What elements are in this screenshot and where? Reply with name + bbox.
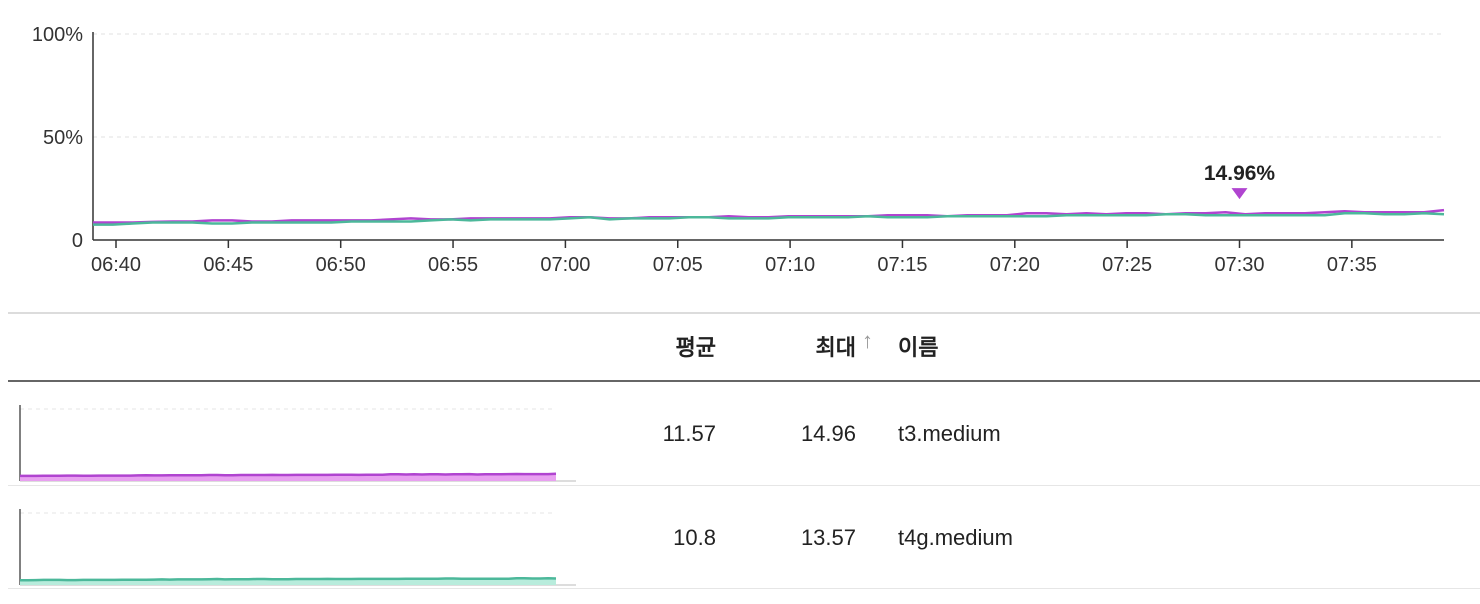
x-tick-label: 06:45 bbox=[203, 254, 253, 276]
y-tick-label: 0 bbox=[72, 230, 83, 252]
annotation-label: 14.96% bbox=[1204, 162, 1276, 185]
series-line-t4g-medium bbox=[93, 211, 1445, 226]
table-row-avg: 10.8 bbox=[673, 525, 716, 550]
table-row-name[interactable]: t3.medium bbox=[898, 421, 1001, 446]
x-tick-label: 07:20 bbox=[990, 254, 1040, 276]
annotation-marker bbox=[1231, 188, 1248, 200]
sort-ascending-icon[interactable]: ↑ bbox=[862, 328, 873, 353]
table-header-divider bbox=[8, 380, 1480, 382]
header-maximum[interactable]: 최대 bbox=[815, 335, 856, 360]
sparkline-line bbox=[20, 577, 557, 582]
table-row-name[interactable]: t4g.medium bbox=[898, 525, 1013, 550]
header-name[interactable]: 이름 bbox=[898, 335, 939, 360]
table-row-max: 13.57 bbox=[800, 525, 856, 550]
table-row-avg: 11.57 bbox=[662, 421, 716, 446]
x-tick-label: 07:30 bbox=[1214, 254, 1264, 276]
y-tick-label: 100% bbox=[32, 24, 83, 46]
table-row-max: 14.96 bbox=[800, 421, 856, 446]
x-tick-label: 07:05 bbox=[653, 254, 703, 276]
main-line-chart: 0 50% 100% 06:40 06:45 06:50 06:55 07:00 07:05 07… bbox=[32, 24, 1445, 276]
x-tick-label: 07:00 bbox=[540, 254, 590, 276]
x-tick-label: 07:25 bbox=[1102, 254, 1152, 276]
sparkline-t4g-medium bbox=[19, 509, 576, 586]
x-tick-label: 07:10 bbox=[765, 254, 815, 276]
header-average[interactable]: 평균 bbox=[675, 335, 716, 360]
sparkline-t3-medium bbox=[19, 405, 576, 482]
table-bottom-divider bbox=[8, 588, 1480, 589]
sparkline-line bbox=[20, 472, 557, 478]
table-row-divider bbox=[8, 485, 1480, 486]
x-tick-label: 06:50 bbox=[316, 254, 366, 276]
chart-table-divider bbox=[8, 312, 1480, 314]
y-tick-label: 50% bbox=[43, 127, 83, 149]
x-tick-label: 06:55 bbox=[428, 254, 478, 276]
x-tick-label: 06:40 bbox=[91, 254, 141, 276]
x-tick-label: 07:35 bbox=[1327, 254, 1377, 276]
x-tick-label: 07:15 bbox=[877, 254, 927, 276]
